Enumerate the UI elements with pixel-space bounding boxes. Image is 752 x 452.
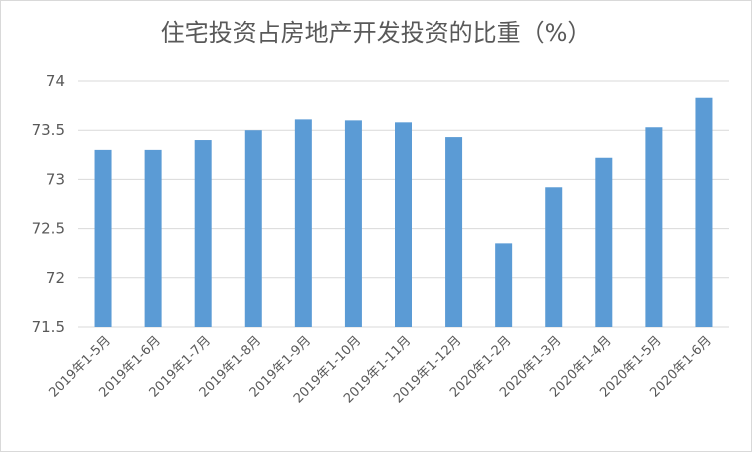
bar [445,137,463,327]
y-tick-label: 73 [46,170,65,188]
bar [194,140,212,327]
bar [645,127,663,327]
y-tick-label: 71.5 [32,318,65,336]
y-axis-ticks: 71.5 72 72.5 73 73.5 74 [32,72,65,336]
y-tick-label: 74 [46,72,65,90]
bar [545,187,563,327]
bar [144,149,162,327]
bar [595,157,613,327]
bar [244,130,262,327]
chart-title: 住宅投资占房地产开发投资的比重（%） [160,19,592,47]
bar [344,120,362,327]
bar [94,149,112,327]
bar [294,119,312,327]
y-tick-label: 72 [46,269,65,287]
bar [695,97,713,327]
y-tick-label: 72.5 [32,220,65,238]
bar [395,122,412,327]
y-tick-label: 73.5 [32,121,65,139]
bars [94,97,713,327]
x-axis-ticks: 2019年1-5月2019年1-6月2019年1-7月2019年1-8月2019… [46,333,714,406]
bar [495,243,513,327]
